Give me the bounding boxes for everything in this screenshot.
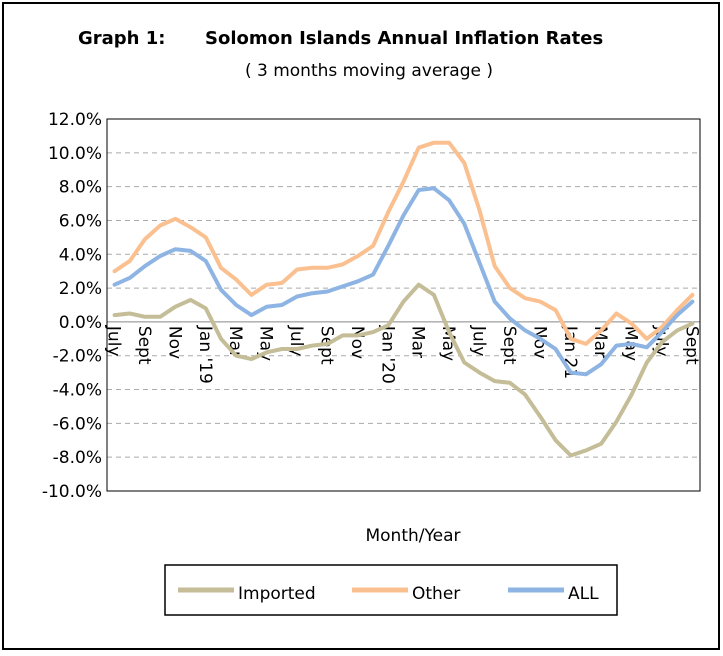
x-tick-label: Jan '20 [377, 325, 397, 384]
y-tick-label: -8.0% [53, 448, 102, 468]
line-series [112, 186, 695, 377]
y-tick-label: 10.0% [48, 144, 102, 164]
y-tick-label: -4.0% [53, 381, 102, 401]
y-tick-label: 0.0% [59, 313, 102, 333]
line-series [112, 140, 695, 346]
y-tick-label: -6.0% [53, 414, 102, 434]
x-tick-label: Sept [499, 326, 519, 365]
chart-subtitle: ( 3 months moving average ) [245, 61, 493, 81]
y-tick-label: 8.0% [59, 178, 102, 198]
y-tick-label: -2.0% [53, 347, 102, 367]
plot-area [106, 118, 701, 492]
y-tick-label: 4.0% [59, 245, 102, 265]
graph-label: Graph 1: [78, 28, 166, 49]
x-tick-label: July [469, 325, 489, 357]
x-tick-label: July [104, 325, 124, 357]
x-tick-label: Jan '19 [195, 325, 215, 384]
y-tick-label: 12.0% [48, 110, 102, 130]
x-tick-label: Nov [164, 326, 184, 359]
y-tick-label: 2.0% [59, 279, 102, 299]
line-series [112, 282, 695, 458]
x-tick-label: Nov [347, 326, 367, 359]
x-axis-title: Month/Year [365, 526, 460, 546]
y-tick-label: 6.0% [59, 211, 102, 231]
x-tick-label: May [438, 326, 458, 361]
legend: Imported Other ALL [164, 564, 618, 616]
x-tick-label: July [286, 325, 306, 357]
legend-label: Imported [238, 584, 316, 604]
x-tick-label: Sept [681, 326, 701, 365]
legend-label: Other [412, 584, 460, 604]
x-tick-label: Mar [408, 326, 428, 358]
x-tick-label: Sept [134, 326, 154, 365]
legend-label: ALL [568, 584, 599, 604]
chart-title: Solomon Islands Annual Inflation Rates [205, 28, 603, 49]
y-tick-label: -10.0% [42, 482, 102, 502]
